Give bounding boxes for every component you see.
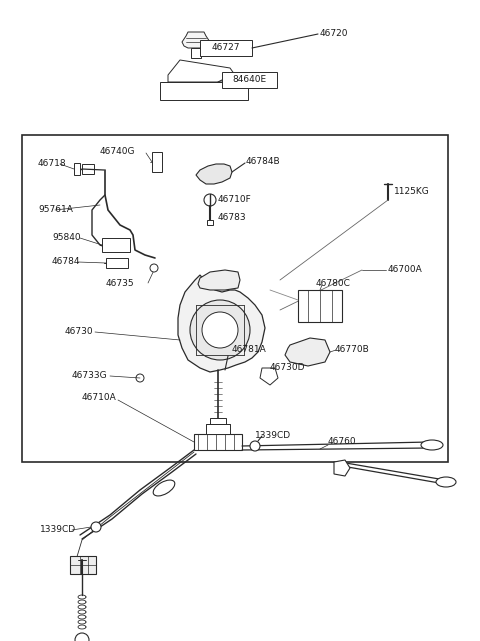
Text: 95761A: 95761A [38, 206, 73, 215]
Text: 46780C: 46780C [316, 279, 351, 288]
Circle shape [91, 522, 101, 532]
Bar [152, 152, 162, 172]
Circle shape [136, 374, 144, 382]
Circle shape [202, 312, 238, 348]
Text: 46710F: 46710F [218, 196, 252, 204]
Ellipse shape [436, 477, 456, 487]
Text: 95840: 95840 [52, 233, 81, 242]
Bar [106, 258, 128, 268]
Polygon shape [182, 32, 210, 48]
Polygon shape [260, 368, 278, 385]
Text: 46733G: 46733G [72, 372, 108, 381]
Text: 46735: 46735 [106, 278, 134, 288]
Circle shape [190, 300, 250, 360]
Text: 46781A: 46781A [232, 345, 267, 354]
Polygon shape [168, 60, 240, 82]
Text: 1339CD: 1339CD [40, 526, 76, 535]
Polygon shape [160, 82, 248, 100]
Ellipse shape [153, 480, 175, 496]
Text: 46740G: 46740G [100, 147, 135, 156]
Text: 46700A: 46700A [388, 265, 423, 274]
Circle shape [150, 264, 158, 272]
Bar [194, 434, 242, 450]
Text: 46727: 46727 [212, 44, 240, 53]
Text: 46710A: 46710A [82, 394, 117, 403]
Polygon shape [334, 460, 350, 476]
Bar [82, 164, 94, 174]
Polygon shape [198, 270, 240, 290]
Polygon shape [178, 275, 265, 372]
Bar [22, 135, 448, 462]
Text: 46730: 46730 [65, 328, 94, 337]
Text: 46770B: 46770B [335, 345, 370, 354]
Polygon shape [196, 164, 232, 184]
Text: 46718: 46718 [38, 160, 67, 169]
Bar [102, 238, 130, 252]
Polygon shape [191, 48, 201, 58]
Circle shape [204, 194, 216, 206]
Ellipse shape [421, 440, 443, 450]
Bar [208, 426, 228, 436]
Polygon shape [74, 163, 80, 175]
Bar [207, 220, 213, 225]
Text: 1125KG: 1125KG [394, 188, 430, 197]
Text: 46720: 46720 [320, 29, 348, 38]
Text: 46783: 46783 [218, 213, 247, 222]
Text: 46730D: 46730D [270, 363, 305, 372]
Circle shape [75, 633, 89, 641]
Text: 46784B: 46784B [246, 158, 281, 167]
Bar [298, 290, 342, 322]
Text: 46784: 46784 [52, 258, 81, 267]
Bar [206, 424, 230, 434]
Text: 1339CD: 1339CD [255, 431, 291, 440]
Circle shape [250, 441, 260, 451]
Text: 46760: 46760 [328, 438, 357, 447]
Polygon shape [285, 338, 330, 366]
Bar [200, 40, 252, 56]
Bar [70, 556, 96, 574]
Bar [222, 72, 277, 88]
Text: 84640E: 84640E [232, 76, 266, 85]
Bar [210, 418, 226, 426]
